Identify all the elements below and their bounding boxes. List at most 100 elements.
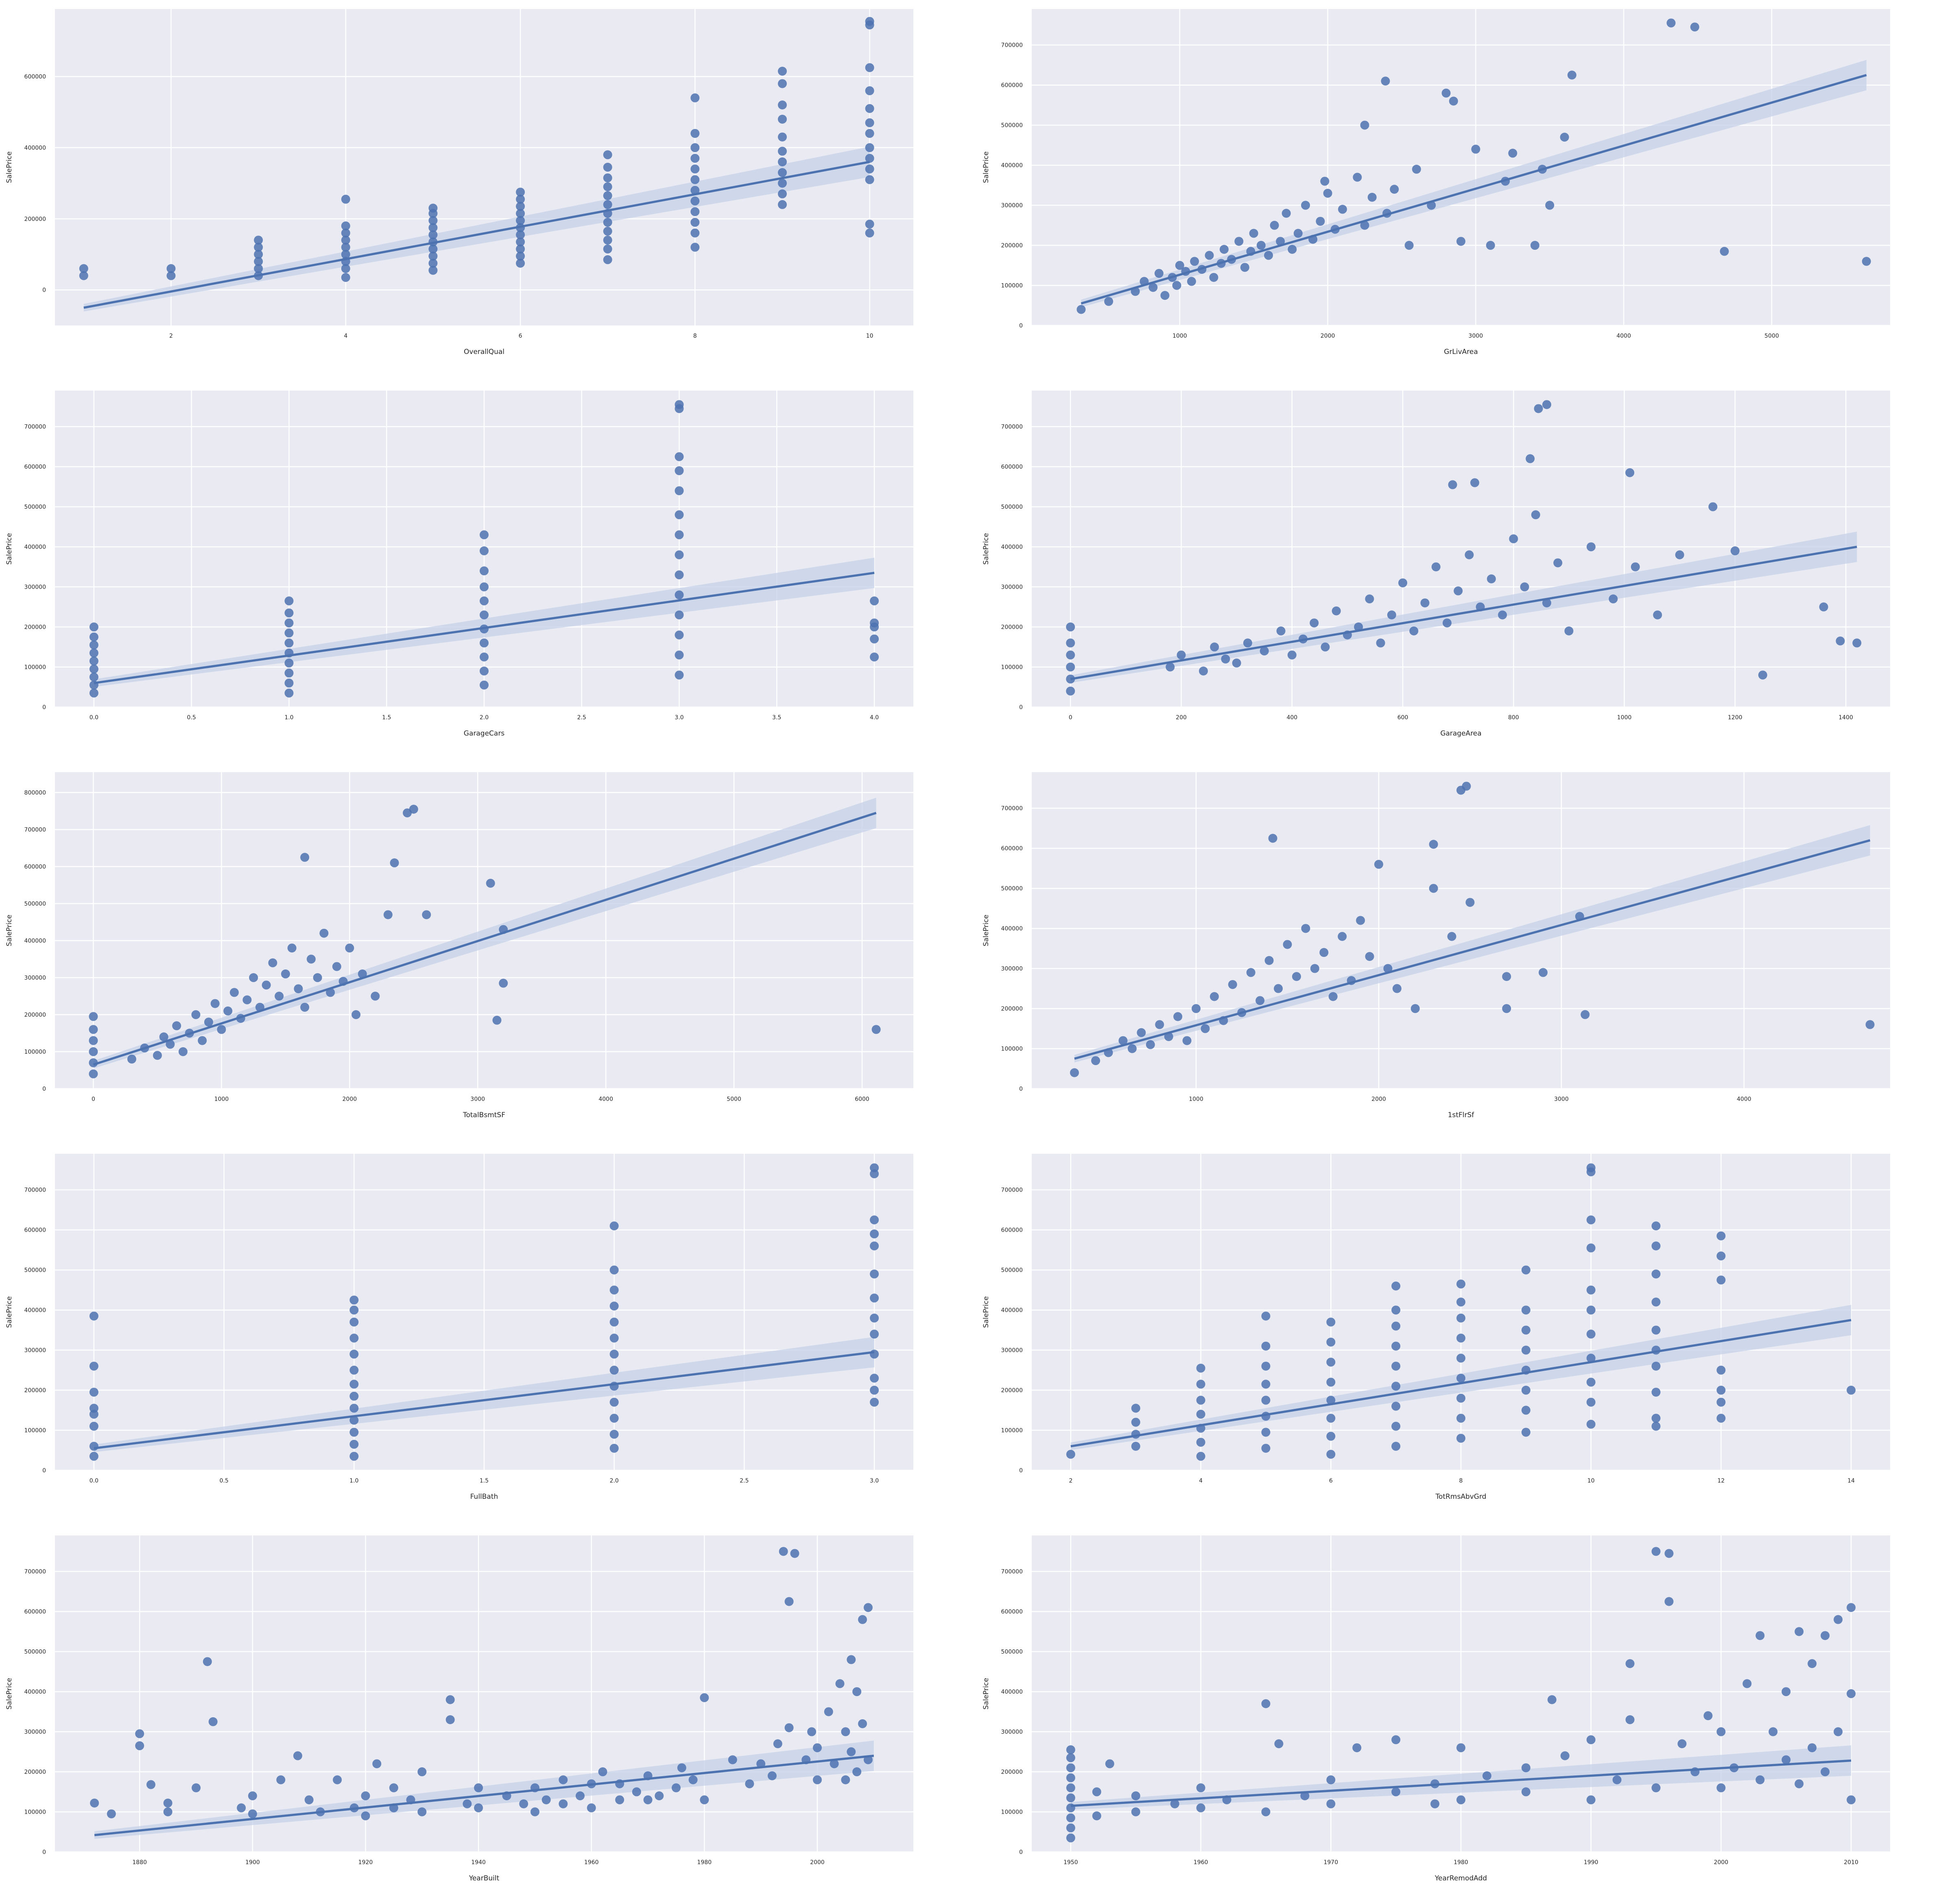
data-point: [675, 510, 684, 520]
x-tick-label: 3.0: [870, 1478, 879, 1484]
data-point: [262, 980, 271, 990]
data-point: [1276, 626, 1286, 635]
data-point: [603, 163, 612, 172]
data-point: [516, 251, 525, 261]
x-tick-label: 4000: [1737, 1096, 1751, 1103]
x-tick-label: 5000: [727, 1096, 741, 1103]
data-point: [688, 1775, 698, 1784]
data-point: [389, 1783, 398, 1793]
scatter-svg: 0.0 0.5 1.0 1.5 2.0 2.5 3.0 0 100000 200000 300000…: [5, 1154, 913, 1501]
y-tick-label: 200000: [1001, 1387, 1023, 1394]
data-point: [1390, 185, 1399, 194]
data-point: [675, 400, 684, 409]
x-tick-label: 2000: [343, 1096, 357, 1103]
data-point: [847, 1747, 856, 1756]
data-point: [89, 1441, 98, 1451]
data-point: [1521, 1325, 1530, 1335]
data-point: [1456, 1795, 1465, 1804]
x-tick-label: 10: [1587, 1478, 1595, 1484]
y-tick-label: 500000: [1001, 122, 1023, 129]
x-axis-label: TotRmsAbvGrd: [1435, 1493, 1487, 1501]
data-point: [284, 608, 294, 618]
data-point: [254, 242, 263, 252]
data-point: [1260, 646, 1269, 656]
data-point: [90, 1798, 99, 1808]
data-point: [1092, 1787, 1101, 1797]
marks: [89, 797, 881, 1079]
data-point: [1131, 1417, 1140, 1427]
data-point: [349, 1391, 359, 1401]
data-point: [1205, 251, 1214, 260]
data-point: [163, 1807, 172, 1817]
data-point: [1261, 1443, 1271, 1453]
data-point: [1066, 1823, 1075, 1832]
data-point: [778, 179, 787, 188]
data-point: [1228, 980, 1237, 989]
x-tick-label: 1000: [214, 1096, 229, 1103]
data-point: [1092, 1811, 1101, 1821]
data-point: [675, 486, 684, 496]
data-point: [1398, 578, 1408, 587]
data-point: [870, 1215, 879, 1225]
y-tick-label: 600000: [1001, 1227, 1023, 1234]
data-point: [1482, 1771, 1491, 1780]
data-point: [1234, 237, 1244, 246]
data-point: [1326, 1450, 1336, 1459]
y-tick-label: 600000: [24, 1609, 46, 1615]
data-point: [1261, 1361, 1271, 1371]
data-point: [1716, 1397, 1726, 1407]
data-point: [107, 1809, 116, 1819]
data-point: [1232, 658, 1241, 668]
data-point: [1148, 283, 1158, 292]
data-point: [1376, 638, 1385, 648]
scatter-svg: 0 1000 2000 3000 4000 5000 6000 0 100000 200000 30…: [5, 772, 913, 1119]
data-point: [163, 1798, 172, 1808]
x-axis-label: YearBuilt: [469, 1874, 500, 1882]
data-point: [1326, 1358, 1336, 1367]
data-point: [287, 943, 297, 953]
y-axis-label: SalePrice: [5, 1678, 13, 1710]
data-point: [690, 93, 700, 103]
data-point: [1442, 618, 1452, 628]
data-point: [700, 1693, 709, 1702]
data-point: [824, 1707, 833, 1716]
data-point: [603, 150, 612, 159]
data-point: [1431, 562, 1441, 572]
y-tick-label: 400000: [1001, 1689, 1023, 1695]
data-point: [690, 186, 700, 195]
y-tick-label: 0: [42, 1467, 46, 1474]
y-tick-label: 100000: [1001, 283, 1023, 289]
data-point: [1462, 782, 1471, 791]
data-point: [773, 1739, 782, 1749]
x-tick-label: 2000: [1321, 333, 1335, 339]
y-tick-label: 600000: [1001, 464, 1023, 470]
data-point: [1196, 1803, 1205, 1812]
data-point: [1199, 666, 1208, 676]
data-point: [1651, 1221, 1661, 1231]
data-point: [1865, 1020, 1875, 1029]
data-point: [1730, 546, 1740, 555]
data-point: [153, 1051, 162, 1060]
y-tick-label: 500000: [1001, 1649, 1023, 1655]
y-tick-label: 600000: [1001, 82, 1023, 89]
data-point: [248, 1809, 257, 1819]
data-point: [516, 245, 525, 254]
data-point: [1391, 1421, 1401, 1431]
data-point: [1716, 1386, 1726, 1395]
y-tick-label: 600000: [24, 864, 46, 870]
y-tick-label: 300000: [24, 584, 46, 591]
data-point: [1365, 952, 1374, 961]
data-point: [1374, 860, 1383, 869]
x-tick-label: 10: [866, 333, 873, 339]
x-tick-label: 6: [519, 333, 522, 339]
scatter-panel-garagecars: 0.0 0.5 1.0 1.5 2.0 2.5 3.0 3.5 4.0 0 100000 200000…: [0, 382, 977, 759]
x-tick-label: 1960: [584, 1859, 599, 1866]
data-point: [1310, 964, 1319, 973]
data-point: [1456, 1334, 1465, 1343]
y-tick-label: 300000: [1001, 1347, 1023, 1354]
data-point: [603, 182, 612, 192]
data-point: [643, 1795, 653, 1804]
data-point: [1539, 968, 1548, 977]
data-point: [559, 1799, 568, 1808]
scatter-panel-garagearea: 0 200 400 600 800 1000 1200 1400 0 100000 200000 30…: [977, 382, 1954, 759]
